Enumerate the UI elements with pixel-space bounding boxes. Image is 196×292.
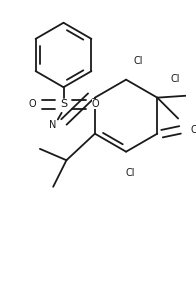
Text: Cl: Cl <box>171 74 180 84</box>
Text: O: O <box>191 125 196 135</box>
Text: Cl: Cl <box>125 168 135 178</box>
Text: N: N <box>49 120 57 130</box>
Text: O: O <box>92 99 100 109</box>
Text: O: O <box>28 99 36 109</box>
Text: S: S <box>60 99 67 109</box>
Text: Cl: Cl <box>134 56 143 66</box>
